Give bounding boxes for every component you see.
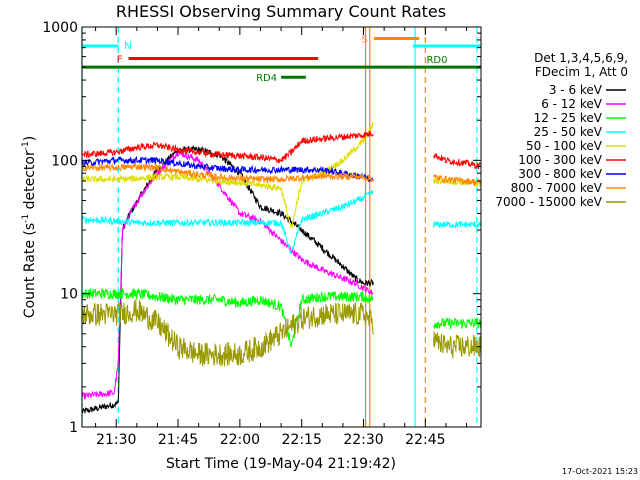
series-line-7	[82, 162, 374, 184]
y-axis-label: Count Rate (s-1 detector-1)	[21, 136, 38, 318]
legend-label-1: 6 - 12 keV	[541, 97, 603, 111]
timestamp-label: 17-Oct-2021 15:23	[562, 467, 638, 476]
legend-label-3: 25 - 50 keV	[534, 125, 603, 139]
series-line-after-gap-3	[433, 220, 481, 230]
legend-label-8: 7000 - 15000 keV	[495, 195, 602, 209]
flag-label-2: RD0	[426, 55, 447, 66]
series-line-8	[82, 298, 374, 367]
x-tick-label-5: 22:45	[405, 432, 445, 448]
series-line-6	[82, 155, 374, 183]
x-tick-label-0: 21:30	[96, 432, 136, 448]
y-tick-label-1: 10	[60, 287, 78, 303]
legend: Det 1,3,4,5,6,9,FDecim 1, Att 0 3 - 6 keV…	[495, 51, 628, 209]
y-tick-label-3: 1000	[42, 20, 78, 36]
x-axis-label: Start Time (19-May-04 21:19:42)	[166, 456, 396, 472]
x-tick-label-4: 22:30	[343, 432, 383, 448]
y-tick-label-0: 1	[69, 420, 78, 436]
legend-label-4: 50 - 100 keV	[526, 139, 603, 153]
series-line-after-gap-2	[433, 316, 481, 331]
x-tick-label-2: 22:00	[220, 432, 260, 448]
legend-header-0: Det 1,3,4,5,6,9,	[534, 51, 628, 65]
y-tick-label-2: 100	[51, 153, 78, 169]
flag-label-0: N	[124, 41, 131, 52]
flag-label-4: S	[361, 34, 367, 45]
chart-title: RHESSI Observing Summary Count Rates	[116, 2, 446, 21]
legend-label-2: 12 - 25 keV	[534, 111, 603, 125]
legend-label-7: 800 - 7000 keV	[511, 181, 603, 195]
legend-label-6: 300 - 800 keV	[518, 167, 602, 181]
series-line-after-gap-7	[433, 173, 481, 187]
x-tick-label-1: 21:45	[158, 432, 198, 448]
flag-label-1: F	[117, 55, 123, 66]
legend-label-0: 3 - 6 keV	[549, 83, 603, 97]
series-line-after-gap-8	[433, 331, 481, 359]
series-line-1	[82, 149, 374, 400]
series-line-2	[82, 287, 374, 348]
flag-label-3: RD4	[256, 73, 277, 84]
series-line-3	[82, 190, 374, 255]
legend-label-5: 100 - 300 keV	[518, 153, 602, 167]
x-tick-label-3: 22:15	[282, 432, 322, 448]
legend-header-1: FDecim 1, Att 0	[535, 65, 628, 79]
series-line-after-gap-5	[433, 153, 481, 170]
series-line-5	[82, 130, 374, 164]
